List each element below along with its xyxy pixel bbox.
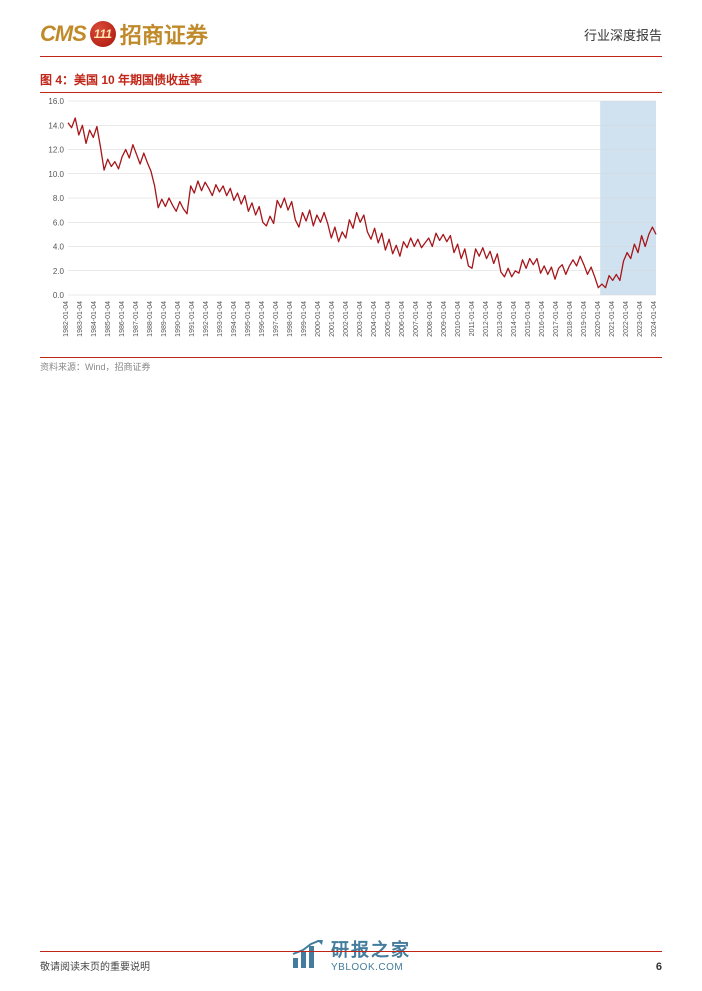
svg-text:2004-01-04: 2004-01-04: [371, 301, 378, 337]
svg-text:1996-01-04: 1996-01-04: [259, 301, 266, 337]
page-footer: 敬请阅读末页的重要说明 6: [40, 951, 662, 973]
svg-text:1991-01-04: 1991-01-04: [189, 301, 196, 337]
svg-text:2003-01-04: 2003-01-04: [357, 301, 364, 337]
company-name-cn: 招商证券: [120, 18, 208, 50]
logo-circle-icon: 111: [90, 21, 116, 47]
chart-source: 资料来源：Wind，招商证券: [40, 357, 662, 373]
svg-text:1994-01-04: 1994-01-04: [231, 301, 238, 337]
svg-text:8.0: 8.0: [53, 194, 65, 203]
svg-text:2000-01-04: 2000-01-04: [315, 301, 322, 337]
logo-inner-text: 111: [94, 27, 112, 41]
svg-text:2010-01-04: 2010-01-04: [455, 301, 462, 337]
page-root: CMS 111 招商证券 行业深度报告 图 4：美国 10 年期国债收益率 0.…: [0, 0, 702, 991]
svg-text:1993-01-04: 1993-01-04: [217, 301, 224, 337]
svg-text:2015-01-04: 2015-01-04: [525, 301, 532, 337]
header-divider: [40, 56, 662, 57]
svg-text:6.0: 6.0: [53, 218, 65, 227]
svg-text:2012-01-04: 2012-01-04: [483, 301, 490, 337]
svg-text:2016-01-04: 2016-01-04: [539, 301, 546, 337]
svg-text:0.0: 0.0: [53, 291, 65, 300]
chart-section: 图 4：美国 10 年期国债收益率 0.0 2.0 4.0 6.0 8.0 10.0 12.…: [40, 71, 662, 373]
svg-text:4.0: 4.0: [53, 243, 65, 252]
svg-text:1990-01-04: 1990-01-04: [175, 301, 182, 337]
footer-disclaimer: 敬请阅读末页的重要说明: [40, 958, 150, 973]
svg-text:2.0: 2.0: [53, 267, 65, 276]
svg-text:2013-01-04: 2013-01-04: [497, 301, 504, 337]
svg-text:1985-01-04: 1985-01-04: [105, 301, 112, 337]
page-header: CMS 111 招商证券 行业深度报告: [0, 0, 702, 56]
svg-text:1998-01-04: 1998-01-04: [287, 301, 294, 337]
svg-text:1995-01-04: 1995-01-04: [245, 301, 252, 337]
report-type-label: 行业深度报告: [584, 25, 662, 44]
svg-text:16.0: 16.0: [48, 97, 64, 106]
svg-text:1989-01-04: 1989-01-04: [161, 301, 168, 337]
svg-text:1987-01-04: 1987-01-04: [133, 301, 140, 337]
svg-text:2024-01-04: 2024-01-04: [651, 301, 658, 337]
svg-text:1999-01-04: 1999-01-04: [301, 301, 308, 337]
svg-text:2017-01-04: 2017-01-04: [553, 301, 560, 337]
svg-text:2002-01-04: 2002-01-04: [343, 301, 350, 337]
line-chart: 0.0 2.0 4.0 6.0 8.0 10.0 12.0 14.0 16.0 1982-01-0…: [40, 95, 662, 355]
svg-text:12.0: 12.0: [48, 146, 64, 155]
chart-title: 图 4：美国 10 年期国债收益率: [40, 71, 662, 93]
company-logo: CMS 111 招商证券: [40, 18, 208, 50]
svg-text:1988-01-04: 1988-01-04: [147, 301, 154, 337]
svg-text:2023-01-04: 2023-01-04: [637, 301, 644, 337]
svg-text:14.0: 14.0: [48, 121, 64, 130]
page-number: 6: [656, 961, 662, 973]
svg-text:2020-01-04: 2020-01-04: [595, 301, 602, 337]
svg-text:2006-01-04: 2006-01-04: [399, 301, 406, 337]
svg-text:2019-01-04: 2019-01-04: [581, 301, 588, 337]
svg-text:2021-01-04: 2021-01-04: [609, 301, 616, 337]
svg-text:1984-01-04: 1984-01-04: [91, 301, 98, 337]
svg-text:2007-01-04: 2007-01-04: [413, 301, 420, 337]
svg-text:10.0: 10.0: [48, 170, 64, 179]
svg-text:1997-01-04: 1997-01-04: [273, 301, 280, 337]
svg-text:1983-01-04: 1983-01-04: [77, 301, 84, 337]
svg-text:2018-01-04: 2018-01-04: [567, 301, 574, 337]
svg-text:1992-01-04: 1992-01-04: [203, 301, 210, 337]
svg-text:2008-01-04: 2008-01-04: [427, 301, 434, 337]
cms-label: CMS: [40, 21, 86, 47]
svg-text:2001-01-04: 2001-01-04: [329, 301, 336, 337]
svg-text:2011-01-04: 2011-01-04: [469, 301, 476, 336]
svg-text:2009-01-04: 2009-01-04: [441, 301, 448, 337]
chart-container: 0.0 2.0 4.0 6.0 8.0 10.0 12.0 14.0 16.0 1982-01-0…: [40, 95, 662, 355]
svg-text:1986-01-04: 1986-01-04: [119, 301, 126, 337]
svg-text:2014-01-04: 2014-01-04: [511, 301, 518, 337]
svg-text:1982-01-04: 1982-01-04: [63, 301, 70, 337]
svg-text:2022-01-04: 2022-01-04: [623, 301, 630, 337]
svg-text:2005-01-04: 2005-01-04: [385, 301, 392, 337]
